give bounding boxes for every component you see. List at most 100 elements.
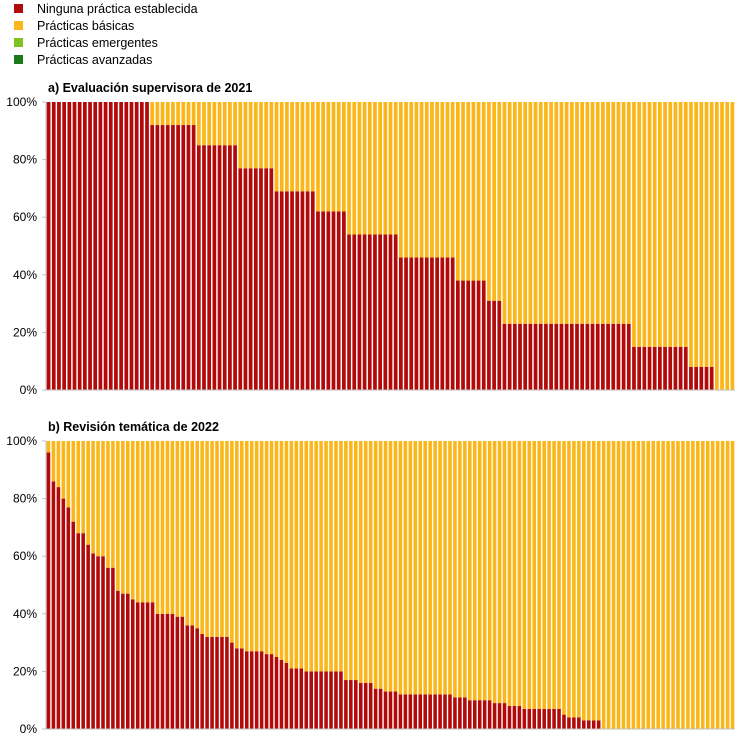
bar-segment <box>403 694 408 729</box>
bar-segment <box>393 234 398 390</box>
bar-segment <box>661 441 665 729</box>
legend-item-emerging: Prácticas emergentes <box>14 34 198 51</box>
bar-segment <box>373 441 378 689</box>
bar-segment <box>71 521 76 729</box>
bar-segment <box>155 102 160 126</box>
bar-segment <box>378 234 382 390</box>
bar-segment <box>170 613 175 729</box>
bar-segment <box>354 680 358 729</box>
bar-segment <box>299 668 304 729</box>
bar-segment <box>155 441 160 614</box>
bar-segment <box>264 441 269 655</box>
bar-segment <box>678 102 683 347</box>
bar-segment <box>595 323 600 390</box>
bar-segment <box>233 145 237 390</box>
bar-segment <box>621 323 626 390</box>
bar-segment <box>324 441 328 672</box>
bar-segment <box>186 125 191 390</box>
bar-segment <box>134 102 139 390</box>
bar-segment <box>150 441 155 603</box>
bar-segment <box>616 323 621 390</box>
bar-segment <box>195 628 199 729</box>
bar-segment <box>51 481 56 729</box>
bar-segment <box>190 441 195 626</box>
bar-segment <box>196 145 201 390</box>
bar-segment <box>314 441 318 672</box>
bar-segment <box>284 441 289 663</box>
bar-segment <box>652 346 657 390</box>
bar-segment <box>145 102 149 390</box>
bar-segment <box>119 102 123 390</box>
bar-segment <box>254 651 259 729</box>
bar-segment <box>357 234 362 390</box>
bar-segment <box>582 441 586 721</box>
bar-segment <box>476 102 481 281</box>
bar-segment <box>507 441 512 706</box>
bar-segment <box>414 102 419 258</box>
bar-segment <box>562 714 566 729</box>
bar-segment <box>518 102 522 324</box>
bar-segment <box>196 102 201 146</box>
bar-segment <box>220 441 224 637</box>
bar-segment <box>591 720 596 729</box>
bar-segment <box>686 441 690 729</box>
bar-segment <box>492 703 497 729</box>
bar-segment <box>101 556 105 729</box>
bar-segment <box>228 102 232 146</box>
bar-segment <box>601 102 605 324</box>
bar-segment <box>200 441 204 634</box>
bar-segment <box>572 441 576 718</box>
bar-segment <box>458 697 462 729</box>
bar-segment <box>139 102 144 390</box>
bar-segment <box>466 280 471 390</box>
bar-segment <box>683 102 688 347</box>
bar-segment <box>240 441 244 649</box>
bar-segment <box>88 102 92 390</box>
bar-segment <box>207 145 212 390</box>
bar-segment <box>56 441 61 488</box>
legend-swatch-emerging <box>14 38 23 47</box>
bar-segment <box>294 441 299 669</box>
bar-segment <box>215 441 219 637</box>
bar-segment <box>279 191 284 390</box>
bar-segment <box>86 544 90 729</box>
bar-segment <box>523 102 528 324</box>
bar-segment <box>564 102 569 324</box>
bar-segment <box>210 636 214 729</box>
bar-segment <box>249 441 254 652</box>
bar-segment <box>413 694 418 729</box>
bar-segment <box>160 613 165 729</box>
bar-segment <box>304 441 309 672</box>
bar-segment <box>408 694 413 729</box>
bar-segment <box>463 441 467 698</box>
bar-segment <box>477 441 482 701</box>
bar-segment <box>569 323 574 390</box>
bar-segment <box>217 145 222 390</box>
bar-segment <box>636 441 641 729</box>
bar-segment <box>699 366 704 390</box>
bar-segment <box>652 102 657 347</box>
bar-segment <box>165 102 170 126</box>
bar-segment <box>362 234 367 390</box>
bar-segment <box>408 441 413 695</box>
bar-segment <box>378 688 383 729</box>
bar-segment <box>130 441 135 600</box>
bar-segment <box>230 441 234 643</box>
bar-segment <box>445 257 450 390</box>
bar-segment <box>367 102 372 235</box>
bar-segment <box>611 102 616 324</box>
bar-segment <box>77 102 82 390</box>
bar-segment <box>378 441 383 689</box>
bar-segment <box>274 657 279 729</box>
bar-segment <box>443 441 447 695</box>
bar-segment <box>253 168 258 390</box>
bar-segment <box>373 102 377 235</box>
bar-segment <box>681 441 685 729</box>
bar-segment <box>240 648 244 729</box>
bar-segment <box>673 346 678 390</box>
bar-segment <box>140 441 145 603</box>
bar-segment <box>344 680 348 729</box>
bar-segment <box>57 102 61 390</box>
bar-segment <box>582 720 586 729</box>
